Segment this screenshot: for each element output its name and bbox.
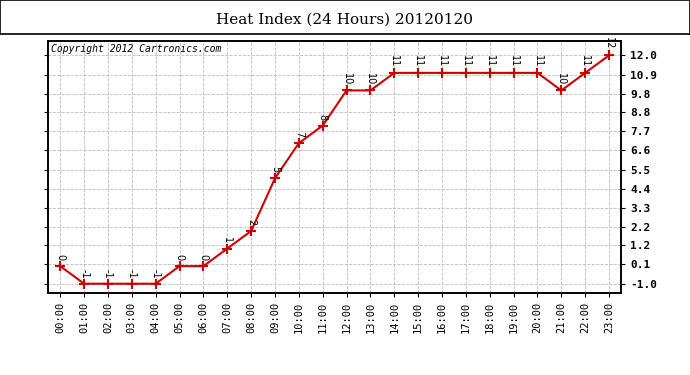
Text: 11: 11 <box>533 55 542 68</box>
Text: Heat Index (24 Hours) 20120120: Heat Index (24 Hours) 20120120 <box>217 13 473 27</box>
Text: Copyright 2012 Cartronics.com: Copyright 2012 Cartronics.com <box>51 44 221 54</box>
Text: 11: 11 <box>413 55 423 68</box>
Text: 10: 10 <box>342 73 352 85</box>
Text: 10: 10 <box>366 73 375 85</box>
Text: 11: 11 <box>461 55 471 68</box>
Text: 12: 12 <box>604 38 614 50</box>
Text: 0: 0 <box>55 255 66 261</box>
Text: 11: 11 <box>389 55 400 68</box>
Text: 11: 11 <box>485 55 495 68</box>
Text: 11: 11 <box>437 55 447 68</box>
Text: -1: -1 <box>103 268 113 278</box>
Text: 11: 11 <box>580 55 590 68</box>
Text: 8: 8 <box>317 114 328 120</box>
Text: -1: -1 <box>79 268 89 278</box>
Text: -1: -1 <box>127 268 137 278</box>
Text: 11: 11 <box>509 55 519 68</box>
Text: 0: 0 <box>175 255 184 261</box>
Text: 5: 5 <box>270 166 280 173</box>
Text: 7: 7 <box>294 131 304 138</box>
Text: 2: 2 <box>246 219 256 225</box>
Text: -1: -1 <box>150 268 161 278</box>
Text: 0: 0 <box>199 255 208 261</box>
Text: 10: 10 <box>556 73 566 85</box>
Text: 1: 1 <box>222 237 233 243</box>
